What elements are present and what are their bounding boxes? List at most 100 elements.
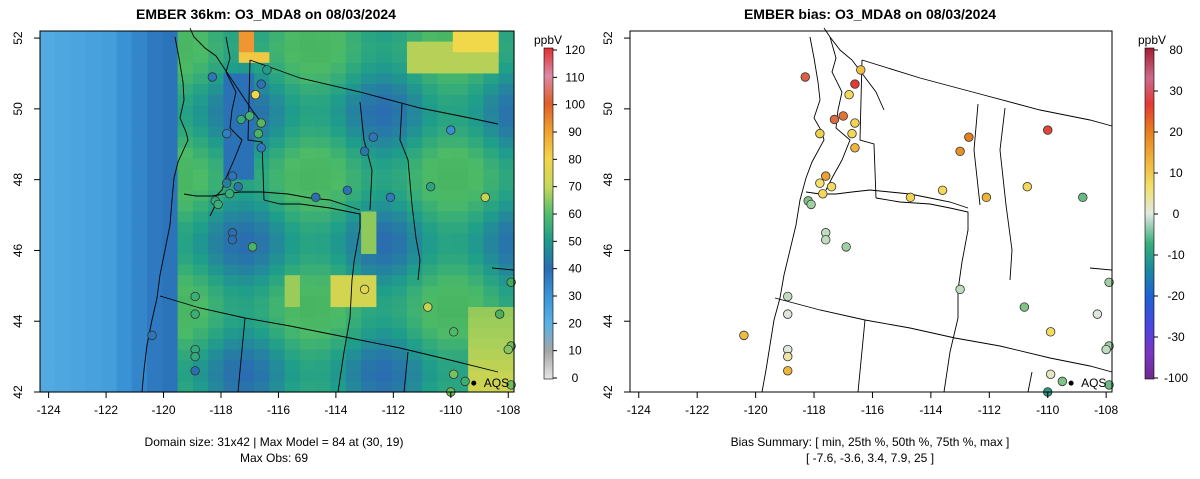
heatmap-cell	[330, 190, 347, 202]
heatmap-cell	[345, 370, 362, 382]
heatmap-cell	[345, 126, 362, 138]
heatmap-cell	[345, 285, 362, 298]
heatmap-cell	[223, 147, 240, 160]
heatmap-cell	[468, 126, 485, 138]
heatmap-cell	[330, 243, 347, 255]
heatmap-cell	[422, 296, 439, 308]
heatmap-cell	[406, 105, 423, 117]
heatmap-cell	[55, 73, 72, 85]
heatmap-cell	[315, 52, 332, 64]
heatmap-cell	[422, 243, 439, 255]
heatmap-cell	[85, 285, 102, 298]
heatmap-cell	[437, 84, 454, 96]
heatmap-cell	[101, 84, 118, 96]
heatmap-cell	[116, 84, 133, 96]
heatmap-cell	[284, 200, 301, 213]
heatmap-cell	[116, 94, 133, 106]
colorbar-tick-label: 70	[568, 180, 582, 194]
y-tick-label: 46	[11, 243, 25, 257]
heatmap-cell	[177, 126, 194, 138]
heatmap-cell	[452, 126, 469, 138]
heatmap-cell	[391, 317, 408, 329]
heatmap-cell	[284, 147, 301, 160]
heatmap-cell	[315, 169, 332, 181]
heatmap-cell	[483, 360, 500, 372]
heatmap-cell	[269, 211, 286, 223]
heatmap-cell	[284, 296, 301, 308]
heatmap-cell	[391, 158, 408, 170]
heatmap-cell	[177, 211, 194, 223]
heatmap-cell	[116, 137, 133, 149]
right-footer-line-1: Bias Summary: [ min, 25th %, 50th %, 75t…	[731, 435, 1010, 449]
heatmap-cell	[223, 338, 240, 351]
heatmap-cell	[208, 147, 225, 160]
heatmap-cell	[254, 105, 270, 117]
heatmap-cell	[40, 105, 56, 117]
heatmap-cell	[177, 253, 194, 266]
heatmap-cell	[162, 285, 179, 298]
heatmap-cell	[376, 349, 393, 361]
heatmap-cell	[101, 211, 118, 223]
heatmap-cell	[254, 243, 270, 255]
heatmap-cell	[177, 222, 194, 234]
colorbar-tick-label: 90	[568, 125, 582, 139]
heatmap-cell	[422, 328, 439, 340]
heatmap-cell	[406, 338, 423, 351]
heatmap-cell	[269, 232, 286, 244]
heatmap-cell	[483, 349, 500, 361]
heatmap-cell	[299, 169, 316, 181]
heatmap-cell	[452, 381, 469, 393]
heatmap-cell	[483, 211, 500, 223]
heatmap-cell	[238, 285, 255, 298]
heatmap-cell	[40, 338, 56, 351]
station-point	[253, 128, 264, 139]
bias-point	[821, 171, 831, 181]
heatmap-cell	[315, 147, 332, 160]
heatmap-cell	[238, 115, 255, 128]
heatmap-cell	[223, 211, 240, 223]
heatmap-cell	[269, 94, 286, 106]
heatmap-cell	[299, 328, 316, 340]
heatmap-cell	[437, 52, 454, 64]
heatmap-cell	[131, 275, 148, 287]
right-state-borders	[774, 59, 1113, 393]
bias-point	[1057, 376, 1068, 387]
heatmap-cell	[437, 232, 454, 244]
heatmap-cell	[345, 147, 362, 160]
heatmap-cell	[315, 275, 332, 287]
heatmap-cell	[299, 200, 316, 213]
heatmap-cell	[299, 222, 316, 234]
heatmap-cell	[483, 381, 500, 393]
heatmap-cell	[391, 62, 408, 75]
right-y-axis: 52 50 48 46 44 42	[601, 31, 630, 399]
heatmap-cell	[55, 349, 72, 361]
heatmap-cell	[147, 253, 163, 266]
heatmap-cell	[376, 222, 393, 234]
heatmap-cell	[40, 84, 56, 96]
heatmap-cell	[299, 105, 316, 117]
heatmap-cell	[147, 126, 163, 138]
heatmap-cell	[162, 137, 179, 149]
heatmap-cell	[483, 115, 500, 128]
heatmap-cell	[116, 360, 133, 372]
heatmap-cell	[437, 126, 454, 138]
heatmap-cell	[177, 275, 194, 287]
heatmap-cell	[238, 307, 255, 319]
heatmap-cell	[147, 307, 163, 319]
heatmap-cell	[208, 338, 225, 351]
heatmap-cell	[330, 317, 347, 329]
heatmap-cell	[406, 31, 423, 43]
heatmap-cell	[162, 307, 179, 319]
heatmap-cell	[131, 158, 148, 170]
colorbar-tick-label: -100	[1164, 371, 1188, 385]
heatmap-cell	[208, 296, 225, 308]
heatmap-cell	[376, 211, 393, 223]
heatmap-cell	[116, 190, 133, 202]
heatmap-cell	[422, 253, 439, 266]
heatmap-cell	[361, 211, 377, 223]
heatmap-cell	[299, 338, 316, 351]
heatmap-cell	[116, 338, 133, 351]
heatmap-cell	[192, 253, 209, 266]
heatmap-cell	[345, 360, 362, 372]
heatmap-cell	[147, 62, 163, 75]
